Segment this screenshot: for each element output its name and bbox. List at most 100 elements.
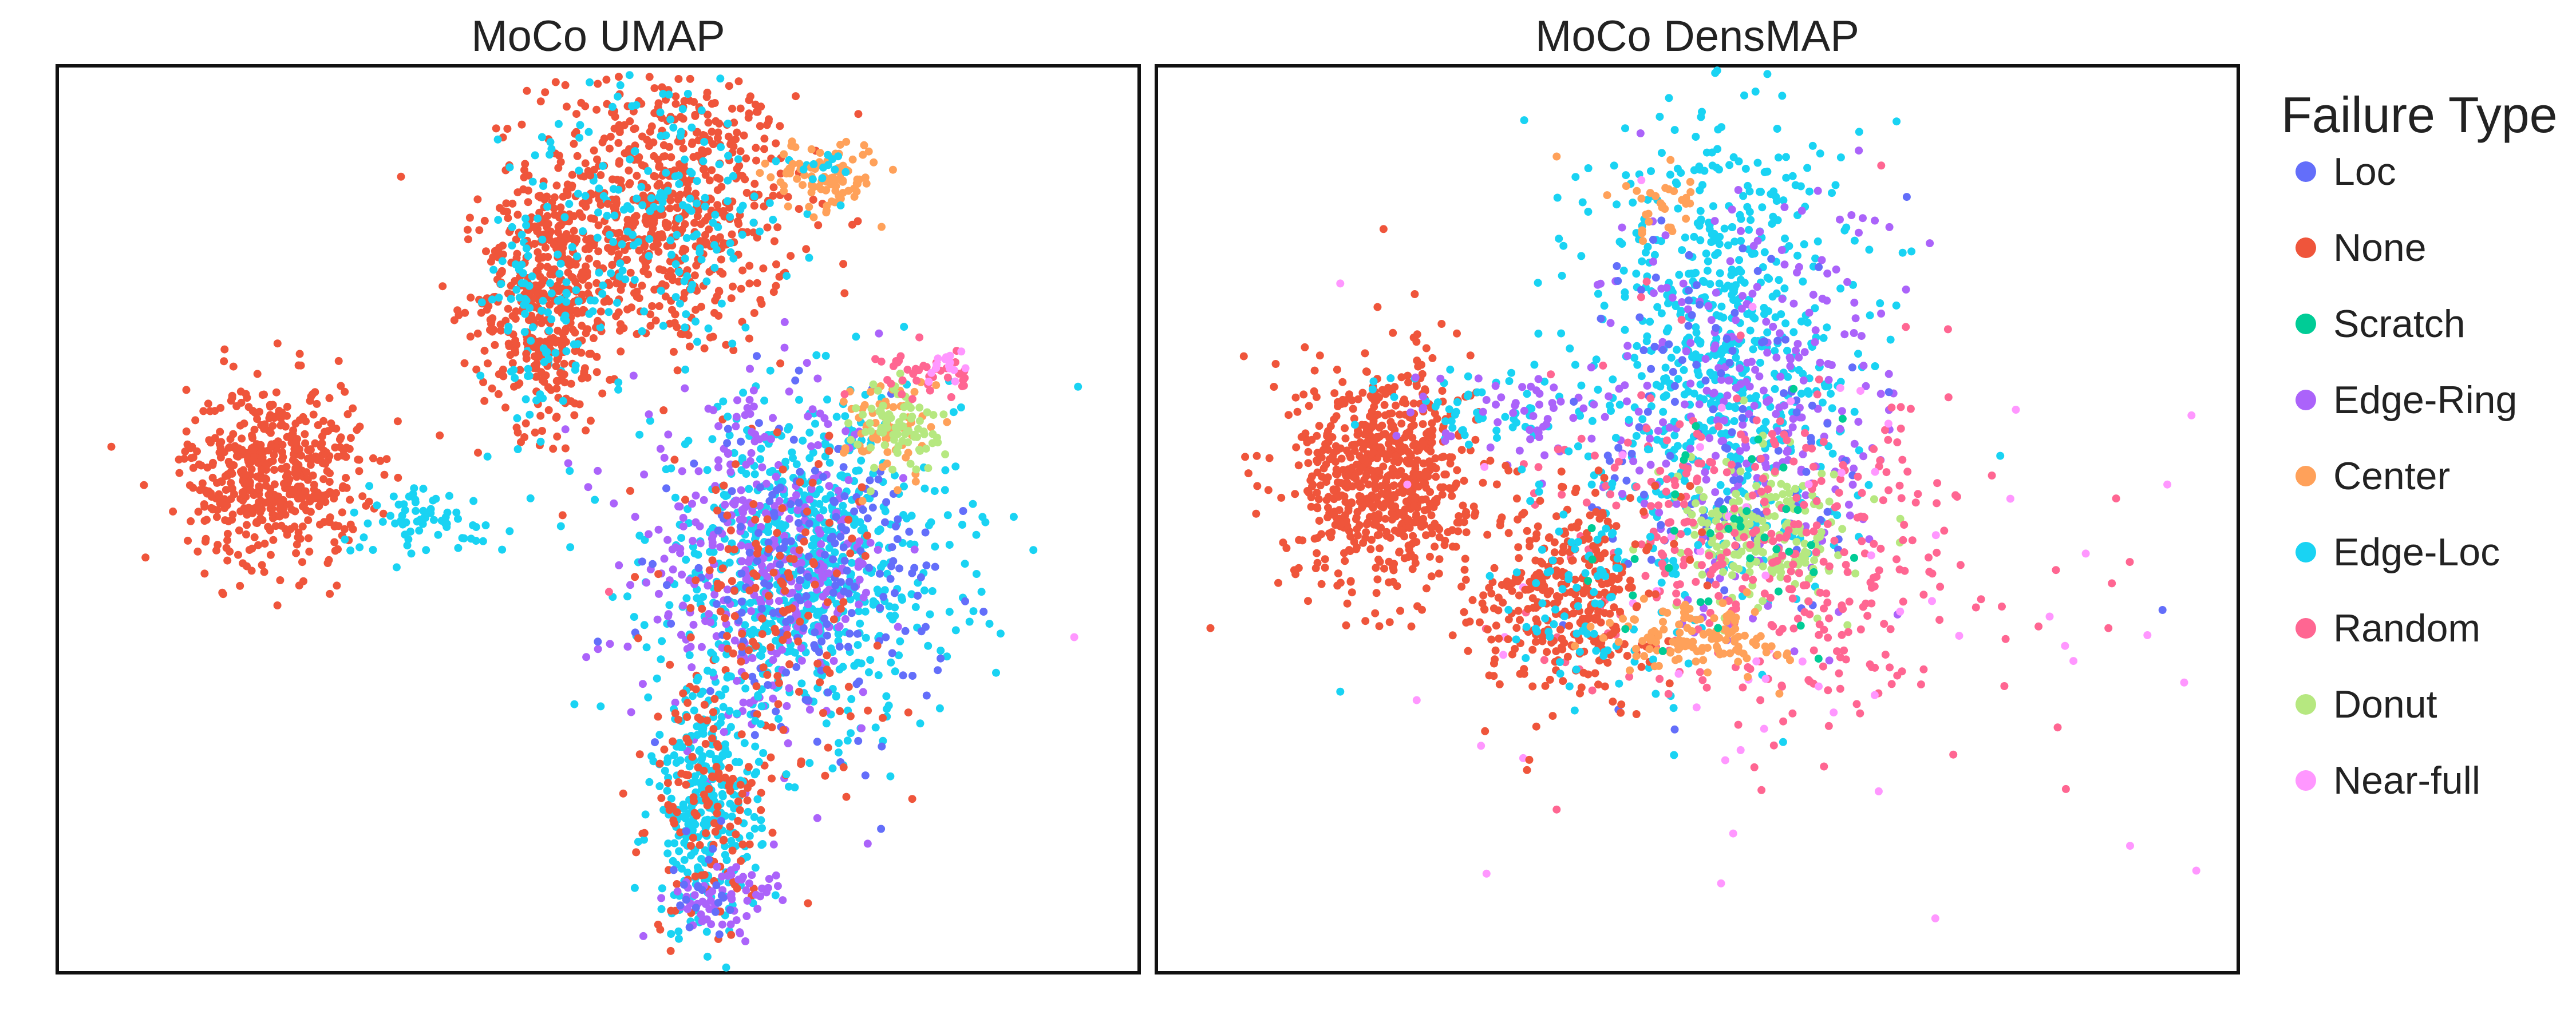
point-none [661,219,670,227]
point-edge-loc [1505,377,1514,385]
point-edge-ring [683,905,692,913]
point-none [716,774,724,783]
point-edge-loc [689,542,697,551]
point-edge-loc [958,521,966,529]
point-none [559,334,568,343]
point-edge-ring [805,706,814,714]
point-edge-loc [696,248,704,257]
point-edge-loc [742,470,750,478]
point-none [713,134,722,142]
point-edge-ring [623,643,632,651]
point-none [552,377,561,385]
point-none [688,752,697,761]
point-edge-loc [930,487,939,496]
point-center [822,186,831,194]
point-none [600,134,609,143]
point-edge-loc [526,410,534,419]
point-none [682,781,690,789]
point-none [768,829,777,837]
point-edge-loc [712,245,721,254]
point-none [756,296,765,304]
point-none [1244,469,1253,478]
point-none [681,210,689,219]
point-none [1285,411,1293,419]
point-edge-loc [805,253,813,262]
point-edge-ring [875,329,883,338]
point-none [1358,464,1366,472]
point-none [314,421,322,429]
point-none [549,445,558,453]
point-none [1313,468,1322,477]
point-edge-ring [1550,383,1558,392]
point-edge-ring [779,896,787,905]
point-none [1301,343,1309,351]
point-none [728,104,736,113]
point-none [1316,481,1325,490]
point-edge-loc [677,128,685,136]
point-edge-ring [792,491,800,500]
point-edge-loc [855,466,863,475]
point-loc [715,930,724,938]
point-edge-loc [902,514,911,523]
point-none [1448,492,1456,500]
point-none [1414,362,1423,371]
point-none [242,470,250,479]
point-center [852,187,861,196]
point-edge-ring [705,610,713,618]
point-loc [845,577,854,586]
point-edge-loc [683,90,692,98]
point-none [711,827,720,836]
point-edge-loc [745,485,753,493]
point-none [1435,555,1444,564]
point-donut [888,465,896,474]
point-donut [893,449,902,457]
point-none [737,730,746,739]
point-edge-ring [732,916,741,925]
point-edge-loc [757,445,765,453]
point-loc [835,643,844,651]
point-none [1432,498,1441,506]
point-none [1348,464,1356,472]
point-edge-loc [556,295,565,304]
point-none [349,404,357,413]
point-edge-ring [1534,375,1543,383]
point-none [341,387,349,396]
point-none [683,185,692,193]
point-none [738,266,747,275]
point-none [1448,631,1457,640]
point-none [1360,430,1369,439]
point-none [773,223,782,232]
point-edge-ring [679,514,688,522]
point-edge-ring [874,545,882,554]
point-none [692,576,700,585]
point-loc [791,376,800,385]
point-none [1409,421,1418,429]
point-none [846,712,855,720]
point-edge-loc [522,221,531,229]
point-none [264,426,272,435]
point-none [674,778,683,786]
point-none [365,497,373,506]
point-edge-loc [539,296,547,305]
point-edge-loc [658,637,666,645]
point-edge-loc [836,201,845,209]
point-near-full [957,347,966,356]
point-loc [804,573,812,581]
point-edge-loc [677,534,686,542]
point-none [1381,514,1390,523]
point-none [238,434,246,443]
point-none [552,384,561,393]
point-edge-ring [855,600,863,609]
point-none [1312,393,1321,401]
point-loc [764,681,772,690]
point-edge-loc [704,324,713,332]
point-edge-loc [739,389,748,397]
point-edge-loc [803,210,812,218]
point-none [309,455,317,464]
point-edge-ring [686,643,695,651]
point-none [1389,577,1397,586]
point-none [223,556,232,565]
point-edge-loc [887,658,895,667]
point-none [737,643,746,651]
point-none [1277,493,1286,502]
